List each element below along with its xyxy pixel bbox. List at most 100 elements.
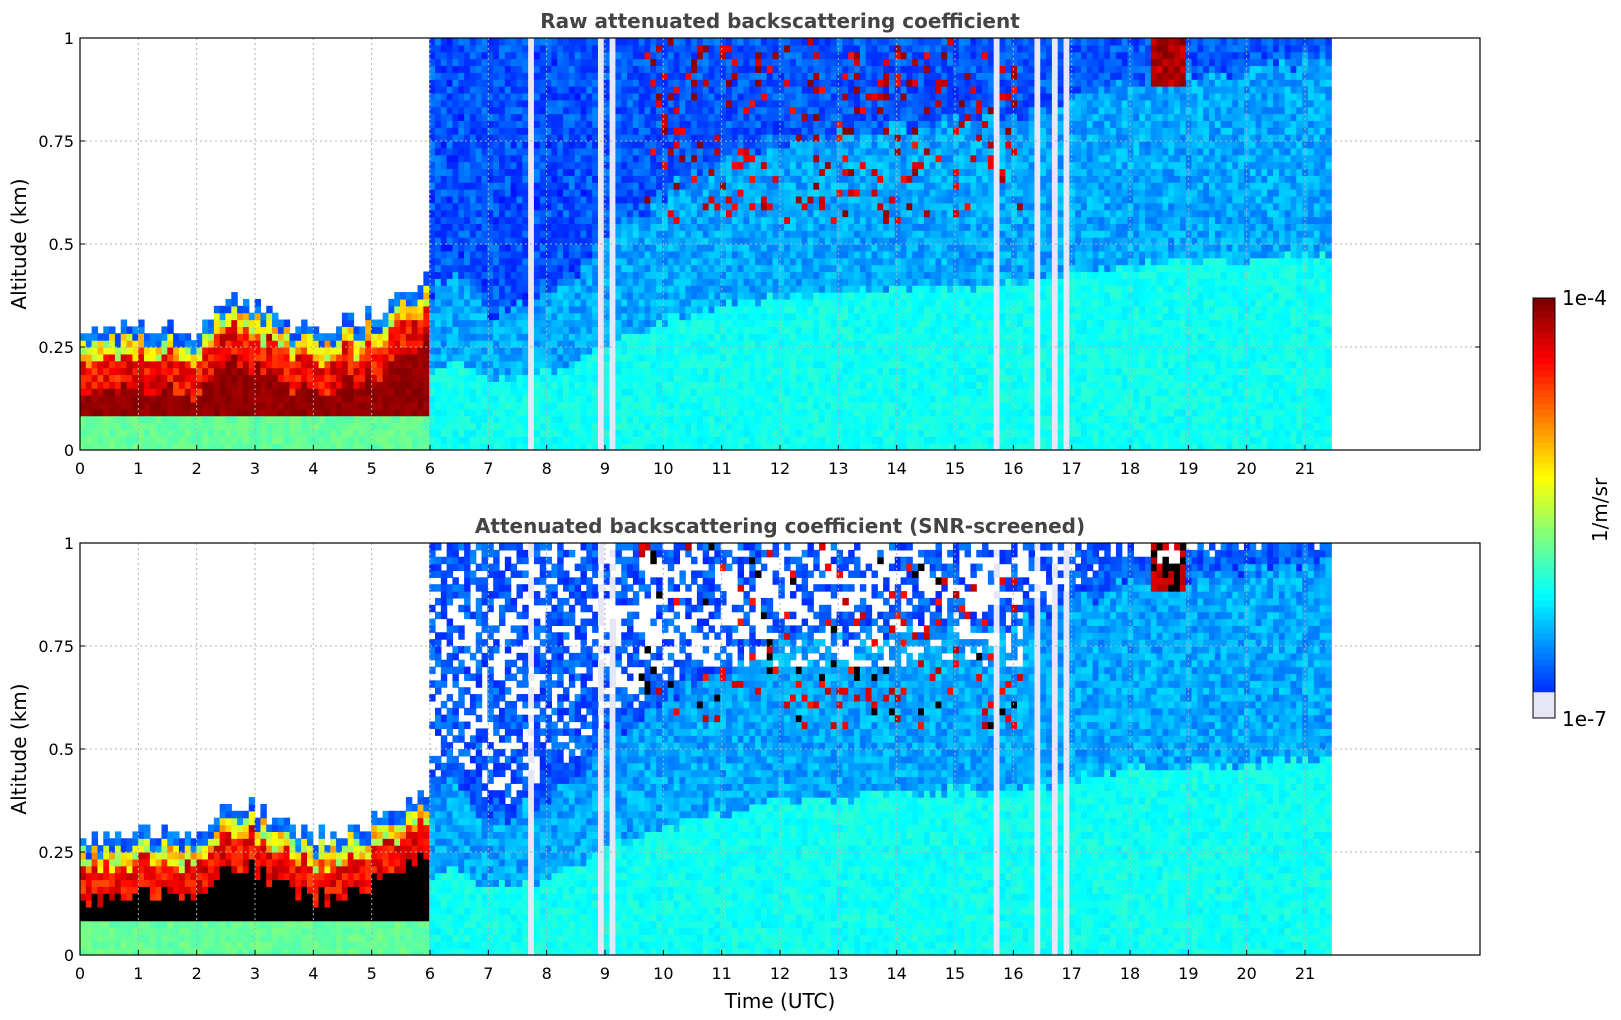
heatmap-cell xyxy=(365,326,372,334)
heatmap-cell xyxy=(656,388,663,396)
heatmap-cell xyxy=(481,127,488,135)
heatmap-cell xyxy=(702,312,710,321)
heatmap-cell xyxy=(528,244,535,252)
heatmap-cell xyxy=(731,134,739,142)
heatmap-cell xyxy=(667,244,675,252)
heatmap-cell xyxy=(714,278,721,286)
heatmap-cell xyxy=(423,443,430,450)
heatmap-cell xyxy=(376,340,384,348)
heatmap-cell xyxy=(528,381,535,389)
heatmap-cell xyxy=(725,305,733,314)
heatmap-cell xyxy=(493,298,500,307)
heatmap-cell xyxy=(551,195,558,204)
heatmap-cell xyxy=(493,388,500,396)
heatmap-cell xyxy=(708,99,715,108)
heatmap-cell xyxy=(132,408,139,417)
heatmap-cell xyxy=(539,305,547,314)
heatmap-cell xyxy=(673,113,681,121)
heatmap-cell xyxy=(755,250,762,259)
heatmap-cell xyxy=(353,401,360,410)
heatmap-cell xyxy=(760,209,768,218)
heatmap-cell xyxy=(533,216,541,224)
heatmap-cell xyxy=(464,44,471,53)
heatmap-cell xyxy=(766,353,774,362)
heatmap-cell xyxy=(644,250,651,259)
heatmap-cell xyxy=(458,415,465,424)
heatmap-cell xyxy=(720,360,727,369)
heatmap-cell xyxy=(516,168,523,176)
heatmap-cell xyxy=(481,271,488,279)
heatmap-cell xyxy=(691,161,698,170)
heatmap-cell xyxy=(242,333,250,341)
heatmap-cell xyxy=(790,202,797,211)
heatmap-cell xyxy=(667,161,675,170)
heatmap-cell xyxy=(714,147,721,156)
heatmap-cell xyxy=(638,168,646,176)
heatmap-cell xyxy=(475,168,483,176)
heatmap-cell xyxy=(219,333,227,341)
heatmap-cell xyxy=(202,340,209,348)
heatmap-cell xyxy=(510,319,518,327)
heatmap-cell xyxy=(667,422,675,430)
heatmap-cell xyxy=(772,161,779,170)
heatmap-cell xyxy=(632,127,640,135)
heatmap-cell xyxy=(149,422,157,430)
heatmap-cell xyxy=(336,347,343,355)
heatmap-cell xyxy=(644,395,651,403)
heatmap-cell xyxy=(533,134,541,142)
heatmap-cell xyxy=(551,264,558,273)
heatmap-cell xyxy=(615,298,622,307)
heatmap-cell xyxy=(609,51,617,60)
heatmap-cell xyxy=(627,65,634,73)
heatmap-cell xyxy=(737,216,745,224)
heatmap-cell xyxy=(196,443,203,450)
heatmap-cell xyxy=(516,65,523,73)
heatmap-cell xyxy=(743,347,750,355)
heatmap-cell xyxy=(423,360,430,369)
heatmap-cell xyxy=(702,395,710,403)
heatmap-cell xyxy=(464,429,471,437)
heatmap-cell xyxy=(755,182,762,190)
heatmap-cell xyxy=(190,415,197,424)
heatmap-cell xyxy=(696,395,704,403)
heatmap-cell xyxy=(440,38,448,46)
heatmap-cell xyxy=(632,182,640,190)
heatmap-cell xyxy=(609,429,617,437)
heatmap-cell xyxy=(429,408,436,417)
heatmap-cell xyxy=(592,429,599,437)
heatmap-cell xyxy=(790,250,797,259)
heatmap-cell xyxy=(120,401,128,410)
heatmap-cell xyxy=(435,422,442,430)
heatmap-cell xyxy=(493,99,500,108)
heatmap-cell xyxy=(475,195,483,204)
heatmap-cell xyxy=(790,292,797,300)
heatmap-cell xyxy=(516,51,523,60)
heatmap-cell xyxy=(178,347,186,355)
heatmap-cell xyxy=(516,333,523,341)
heatmap-cell xyxy=(557,278,564,286)
heatmap-cell xyxy=(475,44,483,53)
heatmap-cell xyxy=(272,429,279,437)
heatmap-cell xyxy=(469,278,477,286)
heatmap-cell xyxy=(708,443,715,450)
heatmap-cell xyxy=(435,340,442,348)
heatmap-cell xyxy=(475,429,483,437)
heatmap-cell xyxy=(725,154,733,163)
heatmap-cell xyxy=(493,250,500,259)
heatmap-cell xyxy=(528,202,535,211)
heatmap-cell xyxy=(673,408,681,417)
heatmap-cell xyxy=(429,106,436,115)
heatmap-cell xyxy=(679,127,686,135)
heatmap-cell xyxy=(603,51,611,60)
heatmap-cell xyxy=(627,223,634,231)
heatmap-cell xyxy=(382,319,390,327)
heatmap-cell xyxy=(440,58,448,67)
heatmap-cell xyxy=(563,147,570,156)
heatmap-cell xyxy=(394,312,401,321)
heatmap-cell xyxy=(760,244,768,252)
heatmap-cell xyxy=(272,347,279,355)
heatmap-cell xyxy=(574,230,582,238)
heatmap-cell xyxy=(394,436,401,444)
heatmap-cell xyxy=(400,422,407,430)
heatmap-cell xyxy=(301,374,308,382)
